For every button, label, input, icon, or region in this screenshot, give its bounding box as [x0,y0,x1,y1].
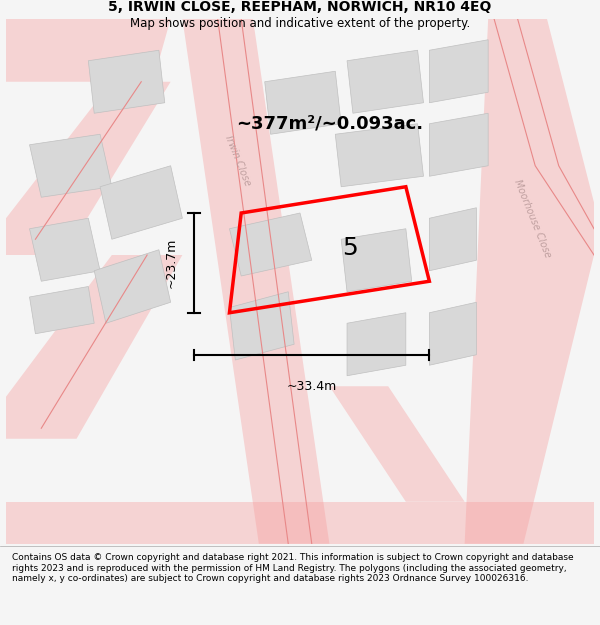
Text: Irwin Close: Irwin Close [224,134,253,187]
Text: 5: 5 [342,236,358,261]
Polygon shape [265,71,341,134]
Text: Map shows position and indicative extent of the property.: Map shows position and indicative extent… [130,18,470,31]
Polygon shape [88,50,165,113]
Polygon shape [430,40,488,102]
Polygon shape [6,82,170,255]
Text: ~33.4m: ~33.4m [287,380,337,392]
Polygon shape [347,50,424,113]
Polygon shape [182,19,329,544]
Text: Moorhouse Close: Moorhouse Close [512,177,553,259]
Polygon shape [229,292,294,360]
Polygon shape [6,502,594,544]
Polygon shape [94,250,170,323]
Polygon shape [329,386,464,502]
Polygon shape [29,218,100,281]
Polygon shape [430,113,488,176]
Text: ~23.7m: ~23.7m [164,238,177,288]
Text: 5, IRWIN CLOSE, REEPHAM, NORWICH, NR10 4EQ: 5, IRWIN CLOSE, REEPHAM, NORWICH, NR10 4… [109,0,491,14]
Text: ~377m²/~0.093ac.: ~377m²/~0.093ac. [236,115,423,132]
Polygon shape [347,312,406,376]
Polygon shape [6,255,182,439]
Polygon shape [29,286,94,334]
Polygon shape [430,208,476,271]
Text: Contains OS data © Crown copyright and database right 2021. This information is : Contains OS data © Crown copyright and d… [12,554,574,583]
Polygon shape [229,213,312,276]
Polygon shape [100,166,182,239]
Polygon shape [464,19,594,544]
Polygon shape [29,134,112,198]
Polygon shape [430,302,476,365]
Polygon shape [335,124,424,187]
Polygon shape [341,229,412,292]
Polygon shape [6,19,170,82]
